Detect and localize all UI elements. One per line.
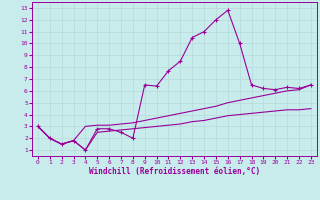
X-axis label: Windchill (Refroidissement éolien,°C): Windchill (Refroidissement éolien,°C) [89,167,260,176]
